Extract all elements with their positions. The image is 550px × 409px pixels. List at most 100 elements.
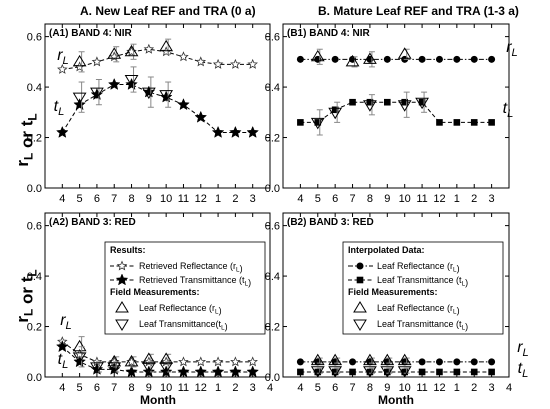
y-tick-label: 0.6 — [265, 221, 280, 233]
data-point — [297, 119, 304, 126]
legend-heading: Interpolated Data: — [348, 245, 425, 255]
data-point — [453, 368, 461, 376]
data-point — [314, 119, 322, 126]
data-point — [195, 356, 207, 367]
y-tick-label: 0.4 — [265, 271, 280, 283]
x-tick-label: 6 — [94, 193, 100, 205]
data-point — [310, 366, 325, 378]
y-tick-label: 0.6 — [27, 32, 42, 44]
data-point — [72, 92, 87, 105]
data-point — [90, 362, 104, 374]
series-line — [300, 101, 492, 123]
panel-a2: 0.00.20.40.64 5 6 7 8 9 10 11 12 1 2 3 4(A2) BAND 3:… — [27, 212, 273, 394]
data-point — [328, 353, 343, 366]
data-point — [397, 353, 412, 366]
data-point — [436, 119, 443, 126]
x-tick-label: 6 — [332, 382, 338, 394]
data-point — [178, 356, 189, 367]
column-title-b: B. Mature Leaf REF and TRA (1-3 a) — [318, 4, 519, 18]
data-point — [384, 368, 391, 376]
legend-heading: Field Measurements: — [348, 287, 438, 297]
curve-label: rL — [57, 47, 69, 67]
data-point — [246, 365, 260, 378]
x-tick-label: 8 — [367, 193, 373, 205]
data-point — [435, 55, 443, 63]
legend-marker — [115, 319, 129, 331]
data-point — [470, 368, 478, 376]
data-point — [230, 356, 241, 367]
x-tick-label: 9 — [146, 382, 152, 394]
y-tick-label: 0.4 — [27, 82, 42, 94]
panel-b1: 0.00.20.40.64 5 6 7 8 9 10 11 12 1 2 3(B1) BAND 4: … — [265, 23, 518, 205]
series-line — [62, 341, 253, 363]
data-point — [397, 100, 412, 112]
x-tick-label: 2 — [232, 382, 238, 394]
legend-marker — [115, 273, 129, 286]
data-point — [73, 98, 86, 111]
x-tick-label: 11 — [178, 193, 189, 205]
data-point — [194, 365, 208, 378]
data-point — [91, 56, 103, 67]
x-tick-label: 1 — [215, 382, 221, 394]
x-axis-label-right: Month — [378, 393, 414, 407]
series-2 — [310, 47, 412, 68]
y-tick-label: 0.2 — [265, 322, 280, 334]
data-point — [488, 368, 495, 376]
data-point — [470, 358, 478, 366]
y-tick-label: 0.6 — [27, 221, 42, 233]
data-point — [401, 98, 408, 106]
y-axis-label-bottom: rL or tL — [13, 269, 40, 322]
data-point — [194, 110, 208, 123]
legend-marker — [353, 301, 367, 313]
data-point — [211, 365, 225, 378]
data-point — [178, 51, 189, 62]
data-point — [107, 77, 121, 90]
data-point — [363, 353, 377, 366]
data-point — [418, 358, 426, 366]
data-point — [363, 52, 377, 64]
series-2 — [72, 336, 174, 368]
data-point — [107, 362, 122, 374]
data-point — [310, 353, 325, 366]
legend-entry: Retrieved Transmittance (tL) — [139, 275, 251, 287]
x-tick-label: 5 — [315, 193, 321, 205]
data-point — [397, 47, 412, 59]
data-point — [57, 63, 68, 74]
x-tick-label: 5 — [77, 193, 83, 205]
data-point — [247, 356, 258, 367]
x-tick-label: 1 — [215, 193, 221, 205]
data-point — [55, 340, 69, 353]
data-point — [328, 107, 343, 120]
legend-heading: Field Measurements: — [110, 287, 200, 297]
y-tick-label: 0.6 — [265, 32, 280, 44]
data-point — [310, 117, 325, 130]
legend-entry: Leaf Transmittance (tL) — [377, 275, 468, 287]
x-tick-label: 10 — [399, 382, 411, 394]
x-tick-label: 5 — [77, 382, 83, 394]
data-point — [363, 366, 377, 378]
y-axis-label-top: rL or tL — [13, 113, 40, 166]
x-tick-label: 4 — [59, 193, 65, 205]
panel-label: (A2) BAND 3: RED — [49, 217, 136, 228]
panel-label: (A1) BAND 4: NIR — [49, 28, 133, 39]
legend-entry: Leaf Reflectance (rL) — [377, 303, 460, 315]
data-point — [124, 44, 139, 57]
series-3 — [310, 91, 429, 136]
curve-label: tL — [58, 351, 69, 371]
series-line — [61, 84, 253, 133]
x-tick-label: 5 — [315, 382, 321, 394]
data-point — [349, 98, 356, 106]
series-3 — [310, 366, 412, 378]
legend-entry: Leaf Transmittance (tL) — [377, 319, 468, 331]
series-3 — [72, 346, 174, 374]
x-tick-label: 11 — [416, 193, 427, 205]
x-tick-label: 4 — [59, 382, 65, 394]
data-point — [229, 125, 242, 138]
data-point — [296, 358, 304, 366]
series-0 — [296, 358, 496, 366]
data-point — [212, 356, 224, 367]
data-point — [453, 358, 461, 366]
x-tick-label: 8 — [367, 382, 373, 394]
data-point — [453, 55, 461, 63]
